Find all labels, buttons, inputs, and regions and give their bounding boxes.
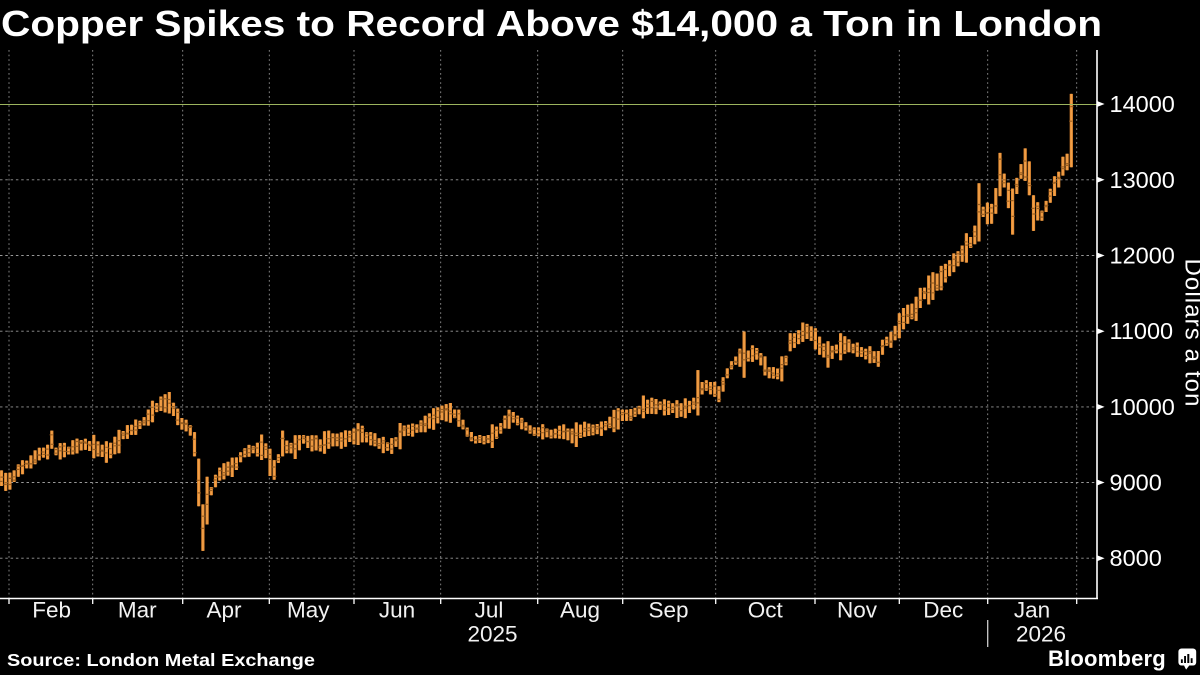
svg-text:Jan: Jan: [1014, 598, 1050, 623]
svg-text:14000: 14000: [1110, 91, 1175, 117]
svg-text:11000: 11000: [1110, 318, 1174, 344]
svg-text:Apr: Apr: [206, 598, 242, 623]
svg-text:Mar: Mar: [118, 598, 157, 623]
svg-text:12000: 12000: [1110, 243, 1175, 269]
svg-text:2025: 2025: [467, 622, 517, 647]
svg-text:Dollars a ton: Dollars a ton: [1180, 258, 1200, 407]
svg-text:Jun: Jun: [379, 598, 415, 623]
svg-text:Jul: Jul: [475, 598, 504, 623]
svg-text:Nov: Nov: [837, 598, 878, 623]
svg-text:2026: 2026: [1016, 622, 1066, 647]
svg-text:Feb: Feb: [32, 598, 71, 623]
svg-text:Dec: Dec: [923, 598, 963, 623]
svg-text:Sep: Sep: [648, 598, 688, 623]
svg-text:8000: 8000: [1110, 545, 1162, 571]
svg-text:Aug: Aug: [560, 598, 600, 623]
svg-text:9000: 9000: [1110, 470, 1162, 496]
svg-text:10000: 10000: [1110, 394, 1175, 420]
svg-text:May: May: [287, 598, 330, 623]
svg-text:Oct: Oct: [748, 598, 784, 623]
svg-text:13000: 13000: [1110, 167, 1175, 193]
